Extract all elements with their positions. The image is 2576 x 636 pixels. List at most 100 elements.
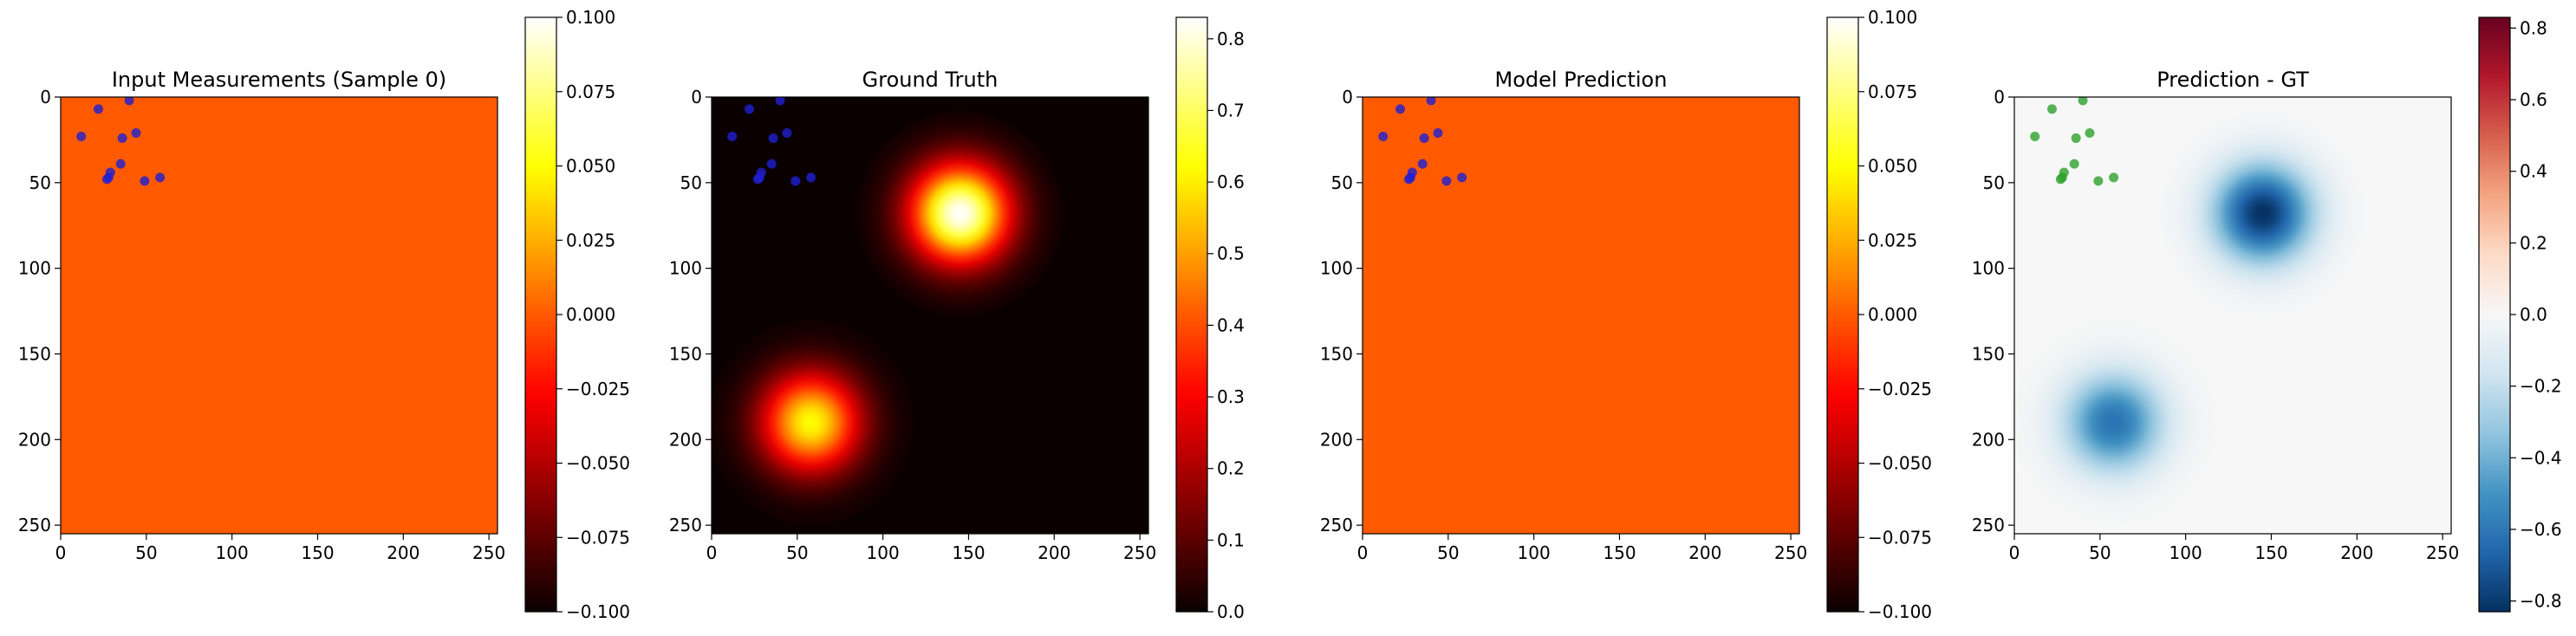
y-tick-label: 50 — [1331, 172, 1353, 193]
colorbar-tick-label: 0.4 — [2520, 161, 2547, 182]
heatmap-image — [2014, 97, 2451, 534]
colorbar-tick-label: 0.025 — [566, 230, 615, 250]
y-tick-label: 100 — [1972, 258, 2005, 279]
y-tick-label: 0 — [40, 87, 51, 107]
y-tick-label: 150 — [669, 343, 702, 364]
colorbar: 0.8 0.6 0.4 0.2 0.0 −0.2 −0.4 −0.6 −0.8 — [2478, 16, 2562, 613]
panel-input-measurements: Input Measurements (Sample 0) 0 50 100 150 20… — [18, 7, 630, 622]
measurement-point — [2078, 97, 2088, 106]
y-tick-label: 250 — [1972, 515, 2005, 535]
measurement-point — [2085, 128, 2095, 139]
x-tick-label: 150 — [301, 542, 334, 563]
measurement-point — [2057, 172, 2067, 183]
measurement-point — [790, 176, 801, 186]
y-tick-label: 0 — [1994, 87, 2005, 107]
measurement-point — [782, 128, 792, 139]
x-tick-label: 0 — [55, 542, 67, 563]
measurement-point — [2093, 176, 2104, 186]
measurement-point — [76, 131, 87, 141]
measurement-point — [115, 159, 126, 169]
y-tick-label: 50 — [680, 172, 702, 193]
panel-title: Input Measurements (Sample 0) — [112, 68, 446, 92]
panel-prediction-minus-gt: Prediction - GT0 50 100 150 200 2500501001502… — [1972, 16, 2562, 613]
heatmap-background — [61, 97, 498, 534]
colorbar-tick-label: 0.6 — [2520, 89, 2547, 110]
colorbar-tick-label: 0.1 — [1217, 529, 1245, 550]
colorbar-tick-label: −0.100 — [1868, 601, 1932, 622]
colorbar-gradient — [2479, 17, 2510, 612]
y-tick-label: 150 — [1972, 343, 2005, 364]
measurement-point — [806, 172, 816, 183]
y-tick-label: 100 — [18, 258, 51, 279]
panel-title: Ground Truth — [862, 68, 999, 92]
colorbar-tick-label: −0.075 — [1868, 527, 1932, 548]
measurement-point — [768, 133, 778, 143]
measurement-point — [155, 172, 166, 183]
colorbar-tick-label: −0.100 — [566, 601, 630, 622]
colorbar-tick-label: −0.025 — [1868, 379, 1932, 399]
colorbar-tick-label: −0.4 — [2520, 447, 2562, 468]
colorbar-tick-label: 0.0 — [1217, 601, 1245, 622]
colorbar-tick-label: 0.075 — [566, 81, 615, 102]
colorbar-tick-label: 0.8 — [2520, 17, 2547, 38]
x-tick-label: 250 — [1123, 542, 1156, 563]
colorbar-tick-label: 0.100 — [566, 7, 615, 28]
measurement-point — [131, 128, 141, 139]
colorbar-tick-label: 0.000 — [1868, 304, 1917, 325]
x-tick-label: 200 — [1688, 542, 1721, 563]
colorbar-tick-label: 0.4 — [1217, 315, 1245, 335]
colorbar-gradient — [525, 17, 556, 612]
y-tick-label: 100 — [669, 258, 702, 279]
x-tick-label: 150 — [2254, 542, 2287, 563]
y-tick-label: 250 — [1320, 515, 1353, 535]
colorbar-tick-label: 0.050 — [566, 156, 615, 177]
axes-frame — [711, 96, 1149, 535]
colorbar-tick-label: −0.6 — [2520, 519, 2562, 540]
y-tick-label: 200 — [669, 429, 702, 450]
gaussian-blob — [712, 319, 914, 526]
x-tick-label: 200 — [387, 542, 420, 563]
measurement-point — [117, 133, 127, 143]
axes-frame — [60, 96, 498, 535]
measurement-point — [1395, 104, 1405, 114]
colorbar-tick-label: 0.0 — [2520, 304, 2547, 325]
colorbar-tick-label: −0.050 — [566, 453, 630, 474]
x-tick-label: 100 — [216, 542, 249, 563]
heatmap-image — [1363, 97, 1799, 534]
x-tick-label: 200 — [1038, 542, 1070, 563]
colorbar: 0.100 0.075 0.050 0.025 0.000 −0.025 −0.050 −0.… — [1826, 7, 1932, 622]
gaussian-blob — [2014, 319, 2217, 526]
colorbar-tick-label: −0.8 — [2520, 591, 2562, 612]
y-tick-label: 200 — [18, 429, 51, 450]
measurement-point — [1417, 159, 1428, 169]
colorbar: 0.8 0.7 0.6 0.5 0.4 0.3 0.2 0.1 0.0 — [1175, 16, 1245, 622]
measurement-point — [2071, 133, 2081, 143]
y-tick-label: 250 — [18, 515, 51, 535]
x-tick-label: 250 — [1774, 542, 1807, 563]
measurement-point — [727, 131, 738, 141]
colorbar-tick-label: 0.100 — [1868, 7, 1917, 28]
colorbar-tick-label: 0.2 — [1217, 458, 1245, 479]
y-tick-label: 100 — [1320, 258, 1353, 279]
measurement-point — [775, 97, 785, 106]
colorbar-tick-label: 0.5 — [1217, 243, 1245, 264]
y-tick-label: 50 — [1983, 172, 2005, 193]
measurement-point — [93, 104, 103, 114]
panel-title: Prediction - GT — [2156, 68, 2309, 92]
x-tick-label: 200 — [2340, 542, 2373, 563]
colorbar-tick-label: 0.6 — [1217, 172, 1245, 192]
axes-frame — [2013, 96, 2452, 535]
measurement-point — [744, 104, 754, 114]
x-tick-label: 50 — [135, 542, 157, 563]
x-tick-label: 100 — [2169, 542, 2202, 563]
colorbar-tick-label: 0.050 — [1868, 156, 1917, 177]
x-tick-label: 50 — [1437, 542, 1459, 563]
y-tick-label: 250 — [669, 515, 702, 535]
colorbar-gradient — [1827, 17, 1858, 612]
measurement-point — [766, 159, 777, 169]
measurement-point — [754, 172, 764, 183]
x-tick-label: 150 — [1603, 542, 1636, 563]
